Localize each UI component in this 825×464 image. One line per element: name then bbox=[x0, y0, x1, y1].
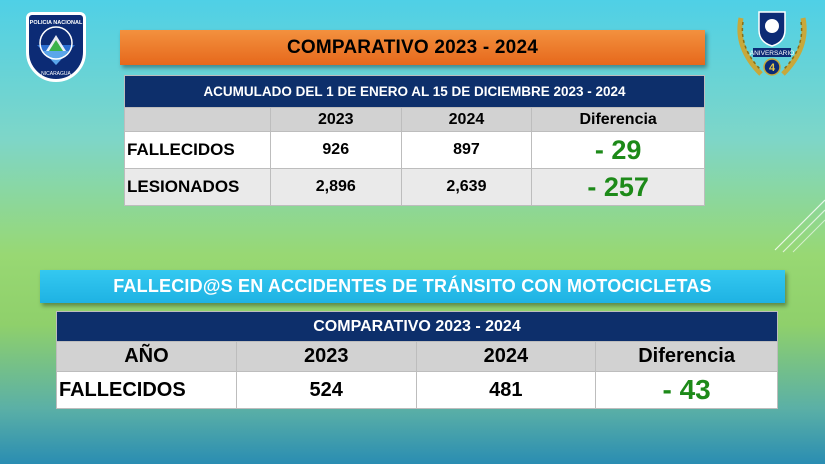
table-row: FALLECIDOS 926 897 - 29 bbox=[124, 131, 705, 169]
column-header: 2024 bbox=[400, 107, 533, 132]
row-label: FALLECIDOS bbox=[56, 371, 237, 409]
page-title: COMPARATIVO 2023 - 2024 bbox=[287, 36, 538, 58]
svg-text:ANIVERSARIO: ANIVERSARIO bbox=[750, 50, 794, 57]
column-header-row: AÑO 2023 2024 Diferencia bbox=[56, 341, 778, 372]
svg-text:NICARAGUA: NICARAGUA bbox=[41, 71, 71, 77]
comparison-table-motorcycles: COMPARATIVO 2023 - 2024 AÑO 2023 2024 Di… bbox=[56, 311, 778, 409]
value-2023: 926 bbox=[269, 131, 402, 169]
table-header: COMPARATIVO 2023 - 2024 bbox=[56, 311, 778, 342]
svg-text:4: 4 bbox=[769, 62, 776, 74]
table-header: ACUMULADO DEL 1 DE ENERO AL 15 DE DICIEM… bbox=[124, 75, 705, 108]
column-header: 2024 bbox=[415, 341, 597, 372]
difference-value: - 29 bbox=[531, 131, 705, 169]
column-header: Diferencia bbox=[595, 341, 778, 372]
column-header: AÑO bbox=[56, 341, 237, 372]
value-2024: 2,639 bbox=[400, 168, 533, 206]
row-label: LESIONADOS bbox=[124, 168, 271, 206]
motorcycle-section-banner: FALLECID@S EN ACCIDENTES DE TRÁNSITO CON… bbox=[40, 270, 785, 303]
value-2023: 2,896 bbox=[269, 168, 402, 206]
title-banner: COMPARATIVO 2023 - 2024 bbox=[120, 30, 705, 65]
police-logo: NICARAGUA POLICIA NACIONAL bbox=[26, 12, 86, 82]
column-header-row: 2023 2024 Diferencia bbox=[124, 107, 705, 132]
section-title: FALLECID@S EN ACCIDENTES DE TRÁNSITO CON… bbox=[113, 276, 712, 296]
difference-value: - 257 bbox=[531, 168, 705, 206]
comparison-table-accumulated: ACUMULADO DEL 1 DE ENERO AL 15 DE DICIEM… bbox=[124, 75, 705, 206]
anniversary-emblem: ANIVERSARIO 4 bbox=[737, 11, 807, 76]
value-2023: 524 bbox=[235, 371, 417, 409]
column-header: 2023 bbox=[235, 341, 417, 372]
difference-value: - 43 bbox=[595, 371, 778, 409]
decorative-lines bbox=[774, 199, 825, 253]
column-header: Diferencia bbox=[531, 107, 705, 132]
table-row: LESIONADOS 2,896 2,639 - 257 bbox=[124, 168, 705, 206]
value-2024: 897 bbox=[400, 131, 533, 169]
value-2024: 481 bbox=[415, 371, 597, 409]
svg-text:POLICIA NACIONAL: POLICIA NACIONAL bbox=[30, 20, 83, 26]
police-shield-icon: NICARAGUA POLICIA NACIONAL bbox=[30, 20, 83, 77]
column-header bbox=[124, 107, 271, 132]
column-header: 2023 bbox=[269, 107, 402, 132]
table-row: FALLECIDOS 524 481 - 43 bbox=[56, 371, 778, 409]
row-label: FALLECIDOS bbox=[124, 131, 271, 169]
